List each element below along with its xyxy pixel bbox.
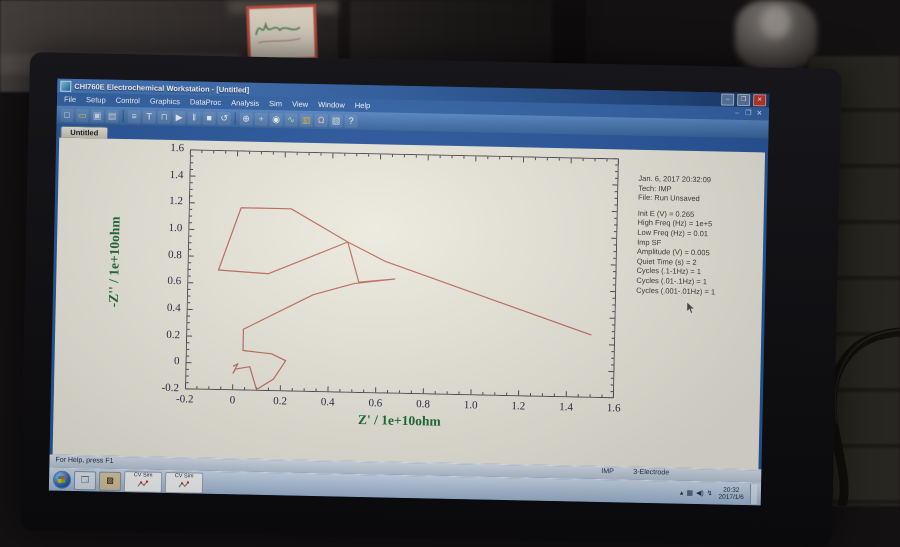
nyquist-plot-canvas bbox=[185, 149, 619, 398]
y-tick-label: 1.6 bbox=[150, 142, 184, 155]
x-tick-label: 1.6 bbox=[597, 402, 631, 415]
y-tick-label: 1.4 bbox=[149, 168, 183, 181]
mouse-cursor-icon bbox=[686, 301, 697, 316]
toolbar-separator bbox=[123, 110, 124, 122]
status-cell-mode: 3-Electrode bbox=[633, 469, 669, 477]
toolbar-separator bbox=[235, 112, 236, 124]
y-tick-label: 0.2 bbox=[146, 328, 180, 341]
context-help-icon[interactable]: ? bbox=[344, 114, 357, 127]
clipboard-icon[interactable]: ▧ bbox=[329, 114, 342, 127]
plot-client-area: Z' / 1e+10ohm -Z'' / 1e+10ohm Jan. 6, 20… bbox=[53, 138, 765, 470]
menu-sim[interactable]: Sim bbox=[264, 99, 287, 108]
status-technique: IMP bbox=[601, 468, 614, 475]
x-tick-label: 0.6 bbox=[358, 397, 392, 410]
handwriting-scribble bbox=[249, 7, 309, 53]
windows-flag-icon bbox=[58, 476, 65, 483]
menu-view[interactable]: View bbox=[287, 99, 313, 109]
x-tick-label: 0.8 bbox=[406, 398, 440, 411]
color-scale-icon[interactable]: ▥ bbox=[300, 113, 313, 126]
manual-result-icon[interactable]: + bbox=[255, 112, 268, 125]
y-tick-label: 0.8 bbox=[148, 248, 182, 261]
molecule-icon bbox=[178, 480, 190, 489]
system-tray: ▴ ▦ ◀) ↯ 20:32 2017/1/6 bbox=[680, 483, 757, 505]
overlay-plots-icon[interactable]: ∿ bbox=[285, 113, 298, 126]
open-file-icon[interactable]: ▭ bbox=[76, 108, 89, 121]
start-button[interactable] bbox=[53, 471, 71, 489]
pause-icon[interactable]: ‖ bbox=[188, 111, 201, 124]
maximize-button[interactable]: ❐ bbox=[737, 94, 750, 106]
molecule-icon bbox=[137, 479, 149, 488]
y-tick-label: 0 bbox=[145, 355, 179, 368]
y-axis-title: -Z'' / 1e+10ohm bbox=[105, 162, 125, 362]
y-tick-label: 1.2 bbox=[149, 195, 183, 208]
setup-tool-icon[interactable]: ≡ bbox=[128, 110, 141, 123]
taskbar-shortcut-cv-sim[interactable]: CV Sim bbox=[124, 471, 162, 493]
x-tick-label: 1.0 bbox=[454, 399, 488, 412]
x-axis-title: Z' / 1e+10ohm bbox=[299, 411, 499, 431]
tray-chevron-icon[interactable]: ▴ bbox=[680, 489, 684, 497]
close-button[interactable]: ✕ bbox=[753, 94, 766, 106]
taskbar-clock[interactable]: 20:32 2017/1/6 bbox=[715, 486, 747, 502]
menu-analysis[interactable]: Analysis bbox=[226, 98, 264, 108]
y-tick-label: 0.4 bbox=[147, 302, 181, 315]
mdi-window-controls: – ❐ ✕ bbox=[733, 108, 767, 120]
background-highlight bbox=[762, 6, 790, 38]
stop-icon[interactable]: ■ bbox=[203, 111, 216, 124]
mdi-minimize-button[interactable]: – bbox=[733, 108, 742, 119]
print-icon[interactable]: ▤ bbox=[106, 109, 119, 122]
taskbar-item-explorer[interactable]: 🗔 bbox=[74, 471, 96, 490]
app-icon bbox=[60, 80, 71, 91]
menu-control[interactable]: Control bbox=[111, 96, 145, 106]
clock-date: 2017/1/6 bbox=[718, 494, 743, 502]
taskbar-shortcut-cv-sim[interactable]: CV Sim bbox=[165, 471, 203, 493]
zoom-in-icon[interactable]: ⊕ bbox=[240, 112, 253, 125]
save-icon[interactable]: ▣ bbox=[91, 109, 104, 122]
y-tick-label: 0.6 bbox=[147, 275, 181, 288]
menu-setup[interactable]: Setup bbox=[81, 95, 111, 105]
new-file-icon[interactable]: □ bbox=[61, 108, 74, 121]
show-desktop-button[interactable] bbox=[750, 484, 757, 504]
menu-window[interactable]: Window bbox=[313, 100, 350, 110]
tray-volume-icon[interactable]: ◀) bbox=[696, 489, 704, 497]
x-tick-label: 0.4 bbox=[311, 396, 345, 409]
menu-dataproc[interactable]: DataProc bbox=[185, 97, 226, 107]
x-tick-label: 0 bbox=[215, 394, 249, 407]
menu-help[interactable]: Help bbox=[350, 101, 376, 111]
menu-file[interactable]: File bbox=[59, 95, 81, 104]
taskbar-item-folder[interactable]: ▨ bbox=[99, 471, 121, 490]
x-tick-label: -0.2 bbox=[168, 393, 202, 406]
text-tool-icon[interactable]: T bbox=[143, 110, 156, 123]
reverse-scan-icon[interactable]: ↺ bbox=[218, 111, 231, 124]
tab-untitled[interactable]: Untitled bbox=[60, 126, 108, 139]
x-tick-label: 1.2 bbox=[501, 400, 535, 413]
y-tick-label: 1.0 bbox=[148, 222, 182, 235]
cell-control-icon[interactable]: ⊓ bbox=[158, 110, 171, 123]
minimize-button[interactable]: – bbox=[721, 93, 734, 105]
mdi-close-button[interactable]: ✕ bbox=[755, 108, 764, 119]
parameter-line: Cycles (.001-.01Hz) = 1 bbox=[636, 285, 752, 297]
tray-network-icon[interactable]: ▦ bbox=[686, 489, 693, 497]
x-tick-label: 0.2 bbox=[263, 395, 297, 408]
ir-compensation-icon[interactable]: Ω bbox=[315, 113, 328, 126]
laptop-bezel: CHI760E Electrochemical Workstation - [U… bbox=[20, 52, 842, 547]
menu-graphics[interactable]: Graphics bbox=[145, 96, 185, 106]
window-title: CHI760E Electrochemical Workstation - [U… bbox=[74, 81, 249, 94]
x-tick-label: 1.4 bbox=[549, 401, 583, 414]
run-experiment-icon[interactable]: ▶ bbox=[173, 111, 186, 124]
wall-label-card bbox=[246, 4, 318, 62]
status-help-text: For Help, press F1 bbox=[55, 457, 113, 465]
tray-power-icon[interactable]: ↯ bbox=[707, 489, 713, 497]
mdi-restore-button[interactable]: ❐ bbox=[744, 108, 753, 119]
laptop-screen: CHI760E Electrochemical Workstation - [U… bbox=[49, 79, 769, 506]
data-reader-icon[interactable]: ◉ bbox=[270, 113, 283, 126]
